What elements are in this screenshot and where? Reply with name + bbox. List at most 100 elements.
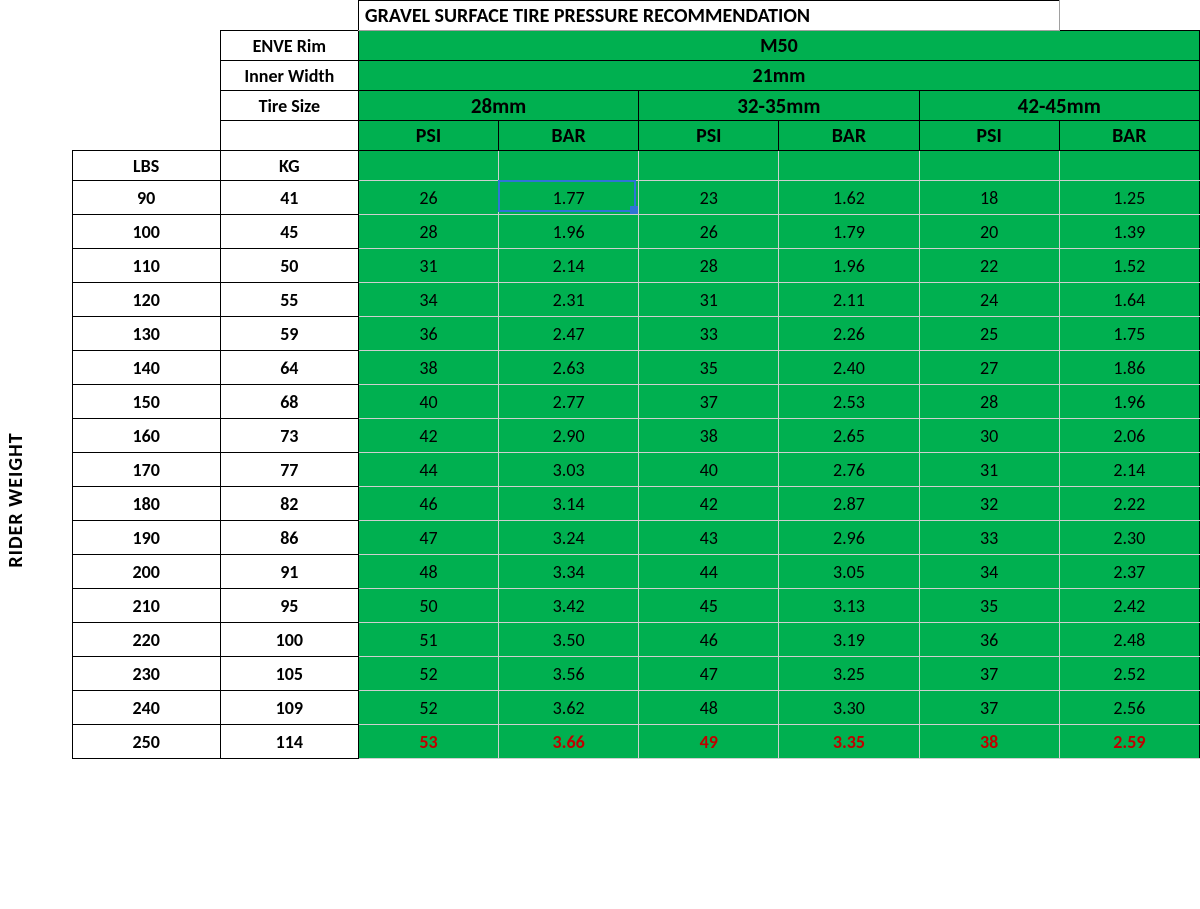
psi-28-cell[interactable]: 42 xyxy=(358,419,498,453)
bar-32-cell[interactable]: 2.96 xyxy=(779,521,919,555)
bar-28-cell[interactable]: 3.42 xyxy=(499,589,639,623)
psi-32-cell[interactable]: 48 xyxy=(639,691,779,725)
lbs-cell[interactable]: 90 xyxy=(72,181,220,215)
bar-32-cell[interactable]: 3.30 xyxy=(779,691,919,725)
psi-28-cell[interactable]: 38 xyxy=(358,351,498,385)
psi-32-cell[interactable]: 37 xyxy=(639,385,779,419)
psi-28-cell[interactable]: 51 xyxy=(358,623,498,657)
psi-32-cell[interactable]: 31 xyxy=(639,283,779,317)
bar-42-cell[interactable]: 1.96 xyxy=(1059,385,1199,419)
lbs-cell[interactable]: 220 xyxy=(72,623,220,657)
bar-42-cell[interactable]: 1.86 xyxy=(1059,351,1199,385)
psi-28-cell[interactable]: 50 xyxy=(358,589,498,623)
psi-42-cell[interactable]: 33 xyxy=(919,521,1059,555)
psi-42-cell[interactable]: 20 xyxy=(919,215,1059,249)
psi-32-cell[interactable]: 46 xyxy=(639,623,779,657)
kg-cell[interactable]: 82 xyxy=(220,487,358,521)
bar-42-cell[interactable]: 1.52 xyxy=(1059,249,1199,283)
bar-42-cell[interactable]: 1.25 xyxy=(1059,181,1199,215)
kg-cell[interactable]: 68 xyxy=(220,385,358,419)
bar-28-cell[interactable]: 2.77 xyxy=(499,385,639,419)
kg-cell[interactable]: 100 xyxy=(220,623,358,657)
bar-42-cell[interactable]: 2.06 xyxy=(1059,419,1199,453)
lbs-cell[interactable]: 190 xyxy=(72,521,220,555)
psi-42-cell[interactable]: 28 xyxy=(919,385,1059,419)
bar-42-cell[interactable]: 2.22 xyxy=(1059,487,1199,521)
data-cell[interactable] xyxy=(499,151,639,181)
lbs-cell[interactable]: 250 xyxy=(72,725,220,759)
kg-cell[interactable]: 64 xyxy=(220,351,358,385)
bar-32-cell[interactable]: 3.05 xyxy=(779,555,919,589)
lbs-cell[interactable]: 230 xyxy=(72,657,220,691)
lbs-cell[interactable]: 150 xyxy=(72,385,220,419)
bar-32-cell[interactable]: 2.87 xyxy=(779,487,919,521)
lbs-cell[interactable]: 200 xyxy=(72,555,220,589)
psi-32-cell[interactable]: 47 xyxy=(639,657,779,691)
kg-cell[interactable]: 114 xyxy=(220,725,358,759)
psi-32-cell[interactable]: 35 xyxy=(639,351,779,385)
kg-cell[interactable]: 55 xyxy=(220,283,358,317)
psi-28-cell[interactable]: 31 xyxy=(358,249,498,283)
psi-42-cell[interactable]: 37 xyxy=(919,657,1059,691)
bar-32-cell[interactable]: 2.53 xyxy=(779,385,919,419)
psi-28-cell[interactable]: 52 xyxy=(358,691,498,725)
kg-cell[interactable]: 91 xyxy=(220,555,358,589)
bar-28-cell[interactable]: 1.96 xyxy=(499,215,639,249)
data-cell[interactable] xyxy=(1059,151,1199,181)
bar-28-cell[interactable]: 3.24 xyxy=(499,521,639,555)
bar-42-cell[interactable]: 2.59 xyxy=(1059,725,1199,759)
kg-cell[interactable]: 77 xyxy=(220,453,358,487)
lbs-cell[interactable]: 210 xyxy=(72,589,220,623)
lbs-cell[interactable]: 100 xyxy=(72,215,220,249)
psi-32-cell[interactable]: 40 xyxy=(639,453,779,487)
bar-28-cell[interactable]: 3.14 xyxy=(499,487,639,521)
bar-42-cell[interactable]: 2.48 xyxy=(1059,623,1199,657)
psi-28-cell[interactable]: 48 xyxy=(358,555,498,589)
bar-28-cell[interactable]: 3.34 xyxy=(499,555,639,589)
bar-32-cell[interactable]: 1.79 xyxy=(779,215,919,249)
psi-28-cell[interactable]: 34 xyxy=(358,283,498,317)
kg-cell[interactable]: 45 xyxy=(220,215,358,249)
psi-28-cell[interactable]: 47 xyxy=(358,521,498,555)
bar-32-cell[interactable]: 3.19 xyxy=(779,623,919,657)
psi-32-cell[interactable]: 45 xyxy=(639,589,779,623)
lbs-cell[interactable]: 160 xyxy=(72,419,220,453)
psi-42-cell[interactable]: 35 xyxy=(919,589,1059,623)
psi-28-cell[interactable]: 46 xyxy=(358,487,498,521)
bar-28-cell[interactable]: 3.66 xyxy=(499,725,639,759)
kg-cell[interactable]: 95 xyxy=(220,589,358,623)
bar-42-cell[interactable]: 2.42 xyxy=(1059,589,1199,623)
data-cell[interactable] xyxy=(779,151,919,181)
lbs-cell[interactable]: 130 xyxy=(72,317,220,351)
psi-42-cell[interactable]: 36 xyxy=(919,623,1059,657)
psi-32-cell[interactable]: 23 xyxy=(639,181,779,215)
bar-32-cell[interactable]: 2.76 xyxy=(779,453,919,487)
bar-32-cell[interactable]: 2.40 xyxy=(779,351,919,385)
data-cell[interactable] xyxy=(919,151,1059,181)
lbs-cell[interactable]: 110 xyxy=(72,249,220,283)
bar-32-cell[interactable]: 1.96 xyxy=(779,249,919,283)
bar-28-cell[interactable]: 2.14 xyxy=(499,249,639,283)
lbs-cell[interactable]: 180 xyxy=(72,487,220,521)
psi-32-cell[interactable]: 42 xyxy=(639,487,779,521)
kg-cell[interactable]: 73 xyxy=(220,419,358,453)
bar-32-cell[interactable]: 1.62 xyxy=(779,181,919,215)
kg-cell[interactable]: 109 xyxy=(220,691,358,725)
bar-28-cell[interactable]: 3.03 xyxy=(499,453,639,487)
psi-32-cell[interactable]: 38 xyxy=(639,419,779,453)
psi-28-cell[interactable]: 44 xyxy=(358,453,498,487)
bar-28-cell[interactable]: 2.63 xyxy=(499,351,639,385)
psi-32-cell[interactable]: 49 xyxy=(639,725,779,759)
bar-32-cell[interactable]: 3.25 xyxy=(779,657,919,691)
bar-42-cell[interactable]: 2.14 xyxy=(1059,453,1199,487)
bar-42-cell[interactable]: 2.30 xyxy=(1059,521,1199,555)
bar-28-cell[interactable]: 3.56 xyxy=(499,657,639,691)
psi-42-cell[interactable]: 18 xyxy=(919,181,1059,215)
bar-28-cell[interactable]: 1.77 xyxy=(499,181,639,215)
psi-28-cell[interactable]: 53 xyxy=(358,725,498,759)
bar-28-cell[interactable]: 2.47 xyxy=(499,317,639,351)
kg-cell[interactable]: 86 xyxy=(220,521,358,555)
psi-32-cell[interactable]: 44 xyxy=(639,555,779,589)
bar-32-cell[interactable]: 3.13 xyxy=(779,589,919,623)
psi-42-cell[interactable]: 30 xyxy=(919,419,1059,453)
